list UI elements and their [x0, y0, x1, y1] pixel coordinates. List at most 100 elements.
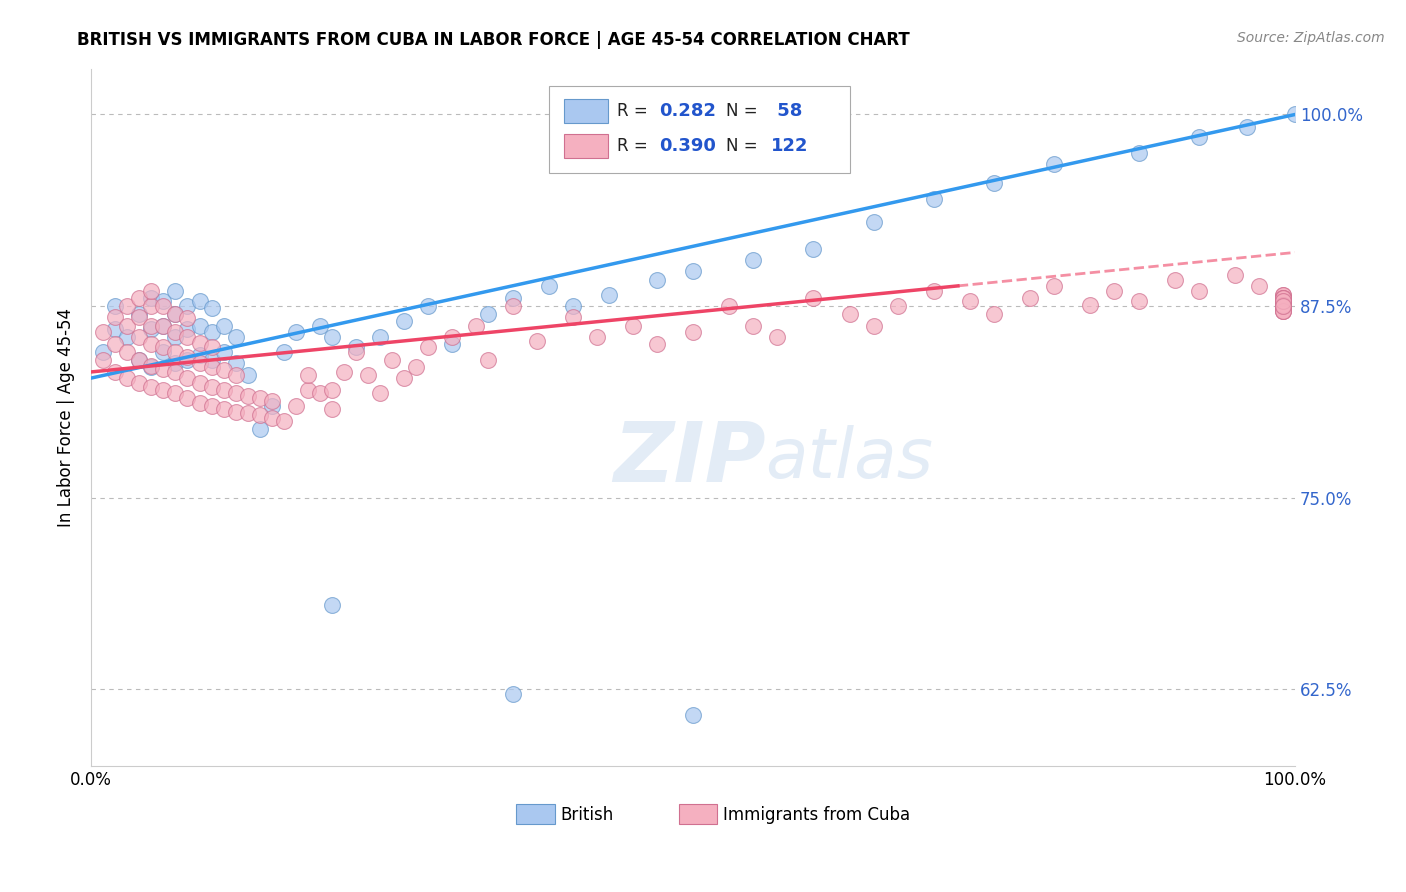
- Point: [249, 408, 271, 422]
- Point: [321, 598, 343, 612]
- Point: [141, 292, 163, 306]
- Point: [1272, 292, 1295, 306]
- Point: [1272, 297, 1295, 311]
- Point: [188, 348, 211, 362]
- Point: [418, 299, 440, 313]
- Point: [502, 299, 524, 313]
- Point: [1272, 294, 1295, 309]
- Point: [1223, 268, 1246, 283]
- Point: [165, 356, 187, 370]
- Point: [682, 708, 704, 723]
- Point: [152, 318, 174, 333]
- Point: [321, 384, 343, 398]
- Point: [418, 340, 440, 354]
- Point: [128, 352, 150, 367]
- Point: [236, 389, 259, 403]
- Point: [983, 177, 1005, 191]
- Point: [188, 318, 211, 333]
- Point: [1272, 288, 1295, 302]
- Point: [862, 318, 884, 333]
- Point: [1284, 107, 1306, 121]
- Point: [176, 329, 198, 343]
- FancyBboxPatch shape: [516, 804, 554, 824]
- Point: [309, 386, 332, 401]
- Point: [273, 414, 295, 428]
- Point: [1272, 292, 1295, 306]
- Point: [1272, 294, 1295, 309]
- Point: [128, 292, 150, 306]
- Point: [1272, 297, 1295, 311]
- Point: [273, 345, 295, 359]
- Point: [260, 394, 283, 409]
- Point: [128, 307, 150, 321]
- Point: [1080, 297, 1102, 311]
- Point: [392, 371, 415, 385]
- Text: ZIP: ZIP: [613, 418, 765, 500]
- Point: [862, 215, 884, 229]
- Point: [1236, 120, 1258, 134]
- Point: [141, 337, 163, 351]
- Point: [585, 329, 607, 343]
- Point: [249, 391, 271, 405]
- Point: [561, 299, 583, 313]
- Point: [1272, 303, 1295, 318]
- Point: [225, 405, 247, 419]
- Point: [1188, 130, 1211, 145]
- Point: [1272, 299, 1295, 313]
- Point: [141, 359, 163, 373]
- Point: [682, 264, 704, 278]
- Point: [128, 352, 150, 367]
- Point: [1272, 299, 1295, 313]
- Point: [117, 371, 139, 385]
- Point: [236, 368, 259, 382]
- Text: 122: 122: [772, 136, 808, 155]
- Point: [176, 371, 198, 385]
- Point: [152, 299, 174, 313]
- Point: [1272, 299, 1295, 313]
- Point: [176, 352, 198, 367]
- Point: [176, 350, 198, 364]
- Text: Immigrants from Cuba: Immigrants from Cuba: [723, 805, 910, 823]
- Text: 0.282: 0.282: [659, 102, 717, 120]
- Point: [1272, 299, 1295, 313]
- Point: [165, 345, 187, 359]
- Point: [104, 322, 127, 336]
- Point: [959, 294, 981, 309]
- Point: [104, 299, 127, 313]
- Text: N =: N =: [725, 102, 762, 120]
- Point: [212, 384, 235, 398]
- Point: [225, 329, 247, 343]
- Point: [141, 299, 163, 313]
- Point: [104, 365, 127, 379]
- Point: [176, 299, 198, 313]
- Point: [526, 334, 548, 349]
- Point: [165, 307, 187, 321]
- Point: [502, 292, 524, 306]
- Point: [212, 401, 235, 416]
- Point: [176, 322, 198, 336]
- Point: [405, 360, 427, 375]
- Point: [887, 299, 910, 313]
- Y-axis label: In Labor Force | Age 45-54: In Labor Force | Age 45-54: [58, 308, 75, 526]
- Point: [212, 345, 235, 359]
- Point: [321, 329, 343, 343]
- Text: BRITISH VS IMMIGRANTS FROM CUBA IN LABOR FORCE | AGE 45-54 CORRELATION CHART: BRITISH VS IMMIGRANTS FROM CUBA IN LABOR…: [77, 31, 910, 49]
- Point: [645, 273, 668, 287]
- Point: [212, 318, 235, 333]
- Point: [742, 253, 765, 268]
- Point: [1272, 294, 1295, 309]
- Point: [212, 363, 235, 377]
- Point: [297, 384, 319, 398]
- Point: [141, 318, 163, 333]
- Point: [200, 325, 222, 339]
- Text: N =: N =: [725, 136, 762, 155]
- Point: [766, 329, 789, 343]
- Point: [225, 386, 247, 401]
- Point: [200, 340, 222, 354]
- Point: [91, 325, 114, 339]
- Point: [1272, 303, 1295, 318]
- Text: Source: ZipAtlas.com: Source: ZipAtlas.com: [1237, 31, 1385, 45]
- Point: [368, 329, 391, 343]
- Point: [188, 356, 211, 370]
- Point: [249, 422, 271, 436]
